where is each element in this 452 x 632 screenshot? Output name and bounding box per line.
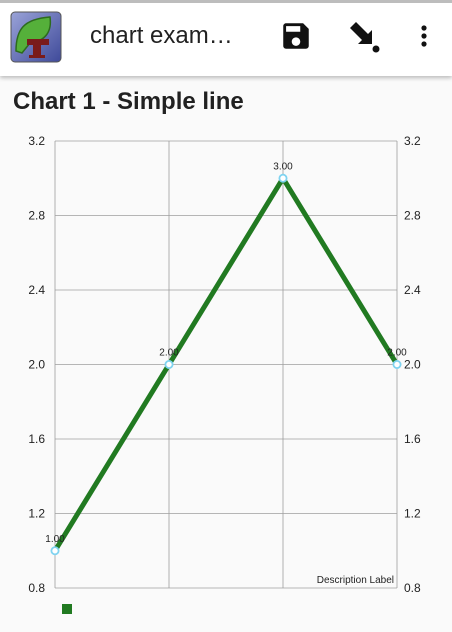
y-tick-label-left: 3.2 (28, 134, 45, 148)
data-point (50, 546, 60, 556)
description-label: Description Label (317, 575, 394, 586)
y-tick-label-right: 2.0 (404, 358, 421, 372)
export-button[interactable] (344, 18, 384, 58)
series-line (52, 173, 400, 553)
data-point (278, 173, 288, 183)
y-tick-label-right: 1.6 (404, 432, 421, 446)
y-tick-label-right: 0.8 (404, 581, 421, 595)
y-tick-label-right: 2.8 (404, 209, 421, 223)
y-tick-label-left: 2.4 (28, 283, 45, 297)
chart-title: Chart 1 - Simple line (13, 88, 244, 115)
legend-swatch (62, 604, 72, 614)
data-value-label: 1.00 (45, 534, 65, 545)
data-value-label: 2.00 (387, 348, 407, 359)
y-tick-label-right: 3.2 (404, 134, 421, 148)
top-divider (0, 0, 452, 3)
line-chart: 0.8 0.8 1.2 1.2 1.6 1.6 2.0 2.0 2.4 2.4 2.8 2.8 3.2 3… (28, 134, 421, 614)
overflow-menu-button[interactable] (404, 18, 444, 58)
save-icon (279, 19, 313, 58)
y-tick-label-left: 2.0 (28, 358, 45, 372)
app-logo-icon[interactable] (10, 11, 62, 63)
y-tick-label-left: 0.8 (28, 581, 45, 595)
y-tick-label-right: 1.2 (404, 507, 421, 521)
data-point (392, 359, 402, 369)
data-value-label: 3.00 (273, 161, 293, 172)
data-value-label: 2.00 (159, 348, 179, 359)
more-vert-icon (420, 24, 428, 53)
app-bar: chart exam… (0, 0, 452, 76)
y-tick-label-left: 1.2 (28, 507, 45, 521)
save-button[interactable] (276, 18, 316, 58)
app-title: chart exam… (90, 22, 233, 49)
y-tick-label-left: 2.8 (28, 209, 45, 223)
data-point (164, 359, 174, 369)
download-arrow-icon (346, 18, 382, 59)
y-tick-label-right: 2.4 (404, 283, 421, 297)
y-tick-label-left: 1.6 (28, 432, 45, 446)
